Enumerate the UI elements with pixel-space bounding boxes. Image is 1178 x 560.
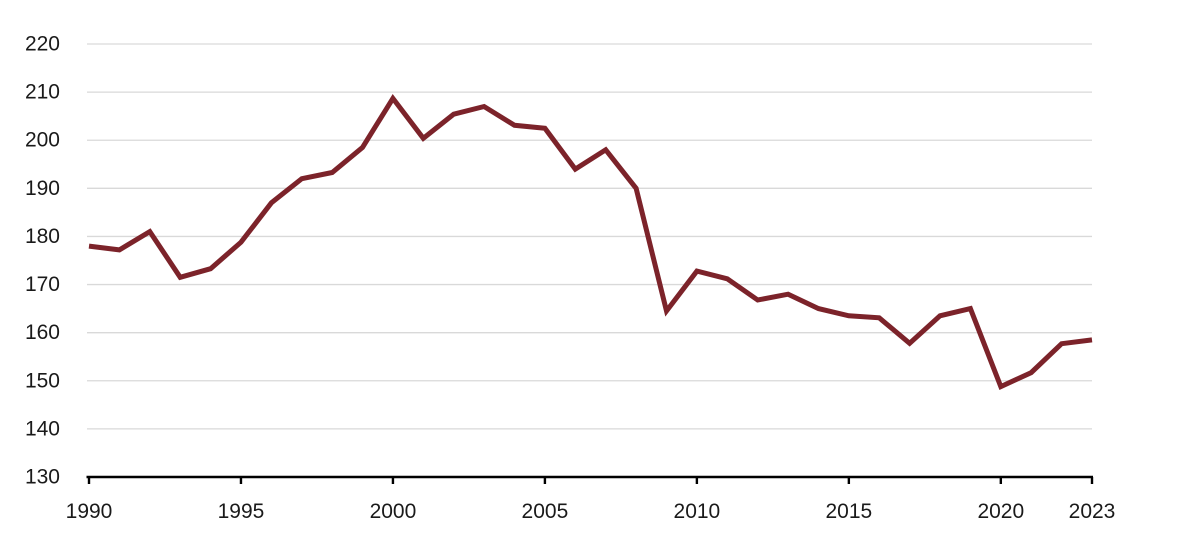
y-tick-label: 160 [25, 321, 60, 344]
y-tick-label: 130 [25, 466, 60, 489]
y-tick-label: 170 [25, 273, 60, 296]
y-tick-label: 180 [25, 225, 60, 248]
x-tick-label: 2000 [370, 500, 417, 523]
x-tick-label: 2023 [1069, 500, 1116, 523]
y-tick-label: 220 [25, 33, 60, 56]
x-tick-label: 1990 [66, 500, 113, 523]
y-tick-label: 200 [25, 129, 60, 152]
x-tick-label: 1995 [218, 500, 265, 523]
x-tick-label: 2010 [674, 500, 721, 523]
y-tick-label: 210 [25, 81, 60, 104]
y-tick-label: 190 [25, 177, 60, 200]
y-tick-label: 150 [25, 369, 60, 392]
data-series-line [88, 93, 1093, 390]
x-tick-label: 2005 [522, 500, 569, 523]
y-tick-label: 140 [25, 417, 60, 440]
x-tick-label: 2015 [825, 500, 872, 523]
x-tick-label: 2020 [977, 500, 1024, 523]
